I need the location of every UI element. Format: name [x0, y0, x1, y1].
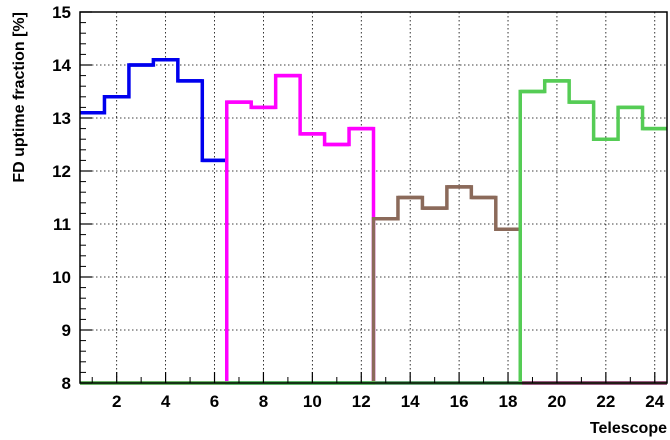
series-2 — [80, 73, 667, 385]
y-tick-label: 9 — [62, 321, 71, 340]
y-tick-label: 14 — [52, 56, 71, 75]
x-tick-label: 20 — [547, 392, 566, 411]
x-tick-label: 16 — [450, 392, 469, 411]
series-1 — [80, 57, 667, 385]
y-tick-label: 13 — [52, 109, 71, 128]
y-tick-label: 10 — [52, 268, 71, 287]
x-tick-label: 4 — [161, 392, 171, 411]
x-tick-label: 14 — [401, 392, 420, 411]
series-3 — [80, 185, 667, 385]
plot-frame — [79, 11, 668, 384]
y-tick-label: 12 — [52, 162, 71, 181]
x-axis-title: Telescope — [590, 420, 667, 437]
x-tick-label: 10 — [303, 392, 322, 411]
x-tick-label: 24 — [645, 392, 664, 411]
x-tick-label: 8 — [259, 392, 268, 411]
x-tick-label: 2 — [112, 392, 121, 411]
x-tick-label: 12 — [352, 392, 371, 411]
series-4 — [80, 79, 667, 385]
y-axis-title: FD uptime fraction [%] — [11, 12, 28, 183]
series-layer — [80, 57, 667, 385]
x-tick-label: 18 — [499, 392, 518, 411]
y-tick-label: 11 — [53, 215, 71, 234]
y-tick-label: 15 — [52, 3, 71, 22]
tick-marks — [80, 11, 656, 384]
x-tick-label: 6 — [210, 392, 219, 411]
x-tick-label: 22 — [596, 392, 615, 411]
y-tick-label: 8 — [62, 374, 71, 393]
